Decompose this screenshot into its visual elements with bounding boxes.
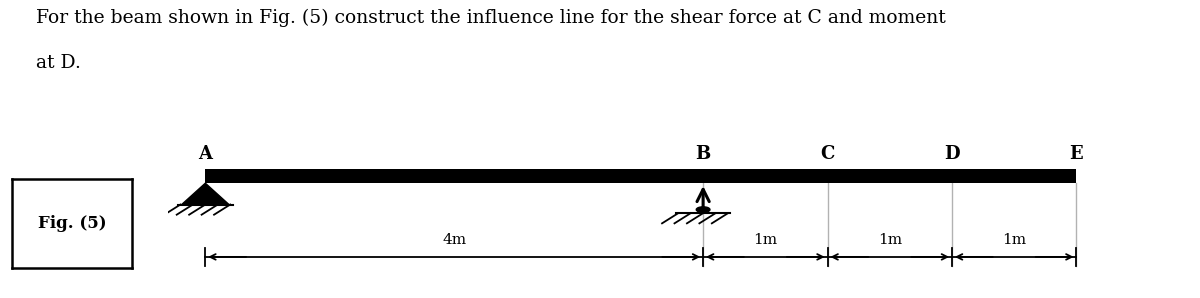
Text: 4m: 4m: [442, 233, 467, 247]
Text: 1m: 1m: [754, 233, 778, 247]
Text: B: B: [696, 145, 710, 163]
Circle shape: [696, 207, 710, 212]
Text: For the beam shown in Fig. (5) construct the influence line for the shear force : For the beam shown in Fig. (5) construct…: [36, 9, 946, 27]
Text: Fig. (5): Fig. (5): [37, 215, 107, 232]
Text: at D.: at D.: [36, 54, 80, 72]
Text: A: A: [198, 145, 212, 163]
Polygon shape: [181, 183, 229, 204]
Bar: [205, 169, 1076, 183]
Text: 1m: 1m: [877, 233, 902, 247]
Text: D: D: [944, 145, 960, 163]
Text: C: C: [821, 145, 835, 163]
Text: E: E: [1069, 145, 1084, 163]
Text: 1m: 1m: [1002, 233, 1026, 247]
